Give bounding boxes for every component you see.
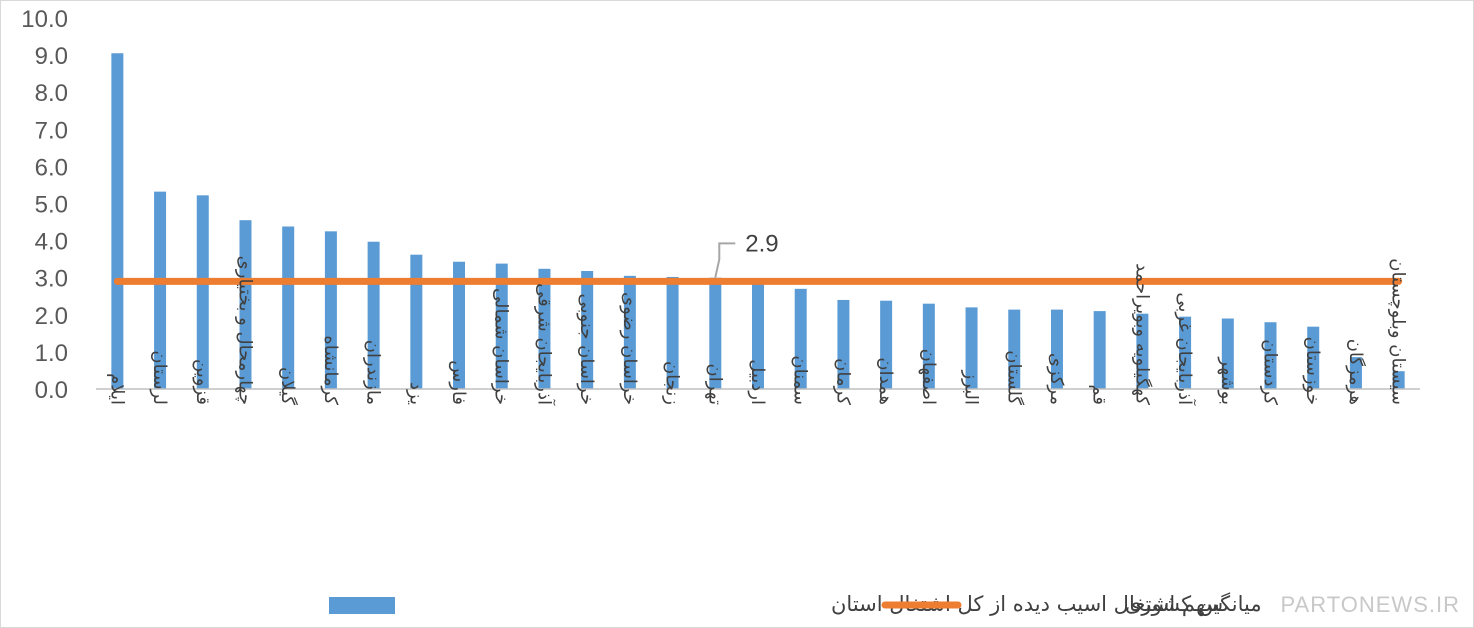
bar	[880, 300, 893, 389]
bar	[1008, 309, 1021, 389]
bar	[453, 261, 466, 389]
bar	[1136, 313, 1149, 389]
bar	[239, 220, 252, 389]
x-tick-label: خوزستان	[1302, 337, 1323, 405]
bar	[666, 276, 679, 389]
x-tick-label: زنجان	[662, 361, 683, 405]
bar	[1349, 357, 1362, 389]
x-tick-label: کردستان	[1260, 339, 1281, 405]
y-axis: 0.0 1.0 2.0 3.0 4.0 5.0 6.0 7.0 8.0 9.0 10.0	[21, 6, 68, 404]
bar	[154, 191, 167, 389]
bar	[794, 288, 807, 389]
x-tick-label: لرستان	[149, 350, 170, 405]
bar	[1392, 371, 1405, 389]
bar	[837, 299, 850, 389]
bar	[538, 268, 551, 389]
watermark: PARTONEWS.IR	[1280, 592, 1460, 617]
bar	[1050, 309, 1063, 389]
y-tick-label: 2.0	[35, 303, 68, 330]
x-tick-label: اردبیل	[747, 359, 768, 405]
bar	[1307, 326, 1320, 389]
bar	[965, 307, 978, 389]
legend-line-label: میانگین کشوری	[1125, 592, 1262, 616]
bar	[111, 53, 124, 390]
bar	[495, 263, 508, 389]
x-tick-label: خراسان رضوی	[619, 292, 640, 405]
bar	[196, 195, 209, 389]
bar	[1179, 316, 1192, 389]
y-tick-label: 6.0	[35, 154, 68, 181]
bar	[709, 277, 722, 389]
x-tick-label: سیستان وبلوچستان	[1388, 258, 1409, 405]
x-tick-label: قزوین	[192, 359, 213, 405]
x-tick-label: سمنان	[790, 355, 811, 405]
y-tick-label: 8.0	[35, 80, 68, 107]
x-tick-label: آذربایجان شرقی	[533, 283, 556, 406]
bar	[282, 226, 295, 389]
y-tick-label: 10.0	[21, 6, 68, 33]
x-tick-label: آذربایجان غربی	[1174, 292, 1197, 406]
y-tick-label: 9.0	[35, 43, 68, 70]
y-tick-label: 0.0	[35, 377, 68, 404]
legend: سهم اشتغال اسیب دیده از کل اشتغال استان …	[329, 592, 1262, 617]
x-tick-label: البرز	[961, 369, 982, 405]
x-tick-label: قم	[1089, 384, 1110, 405]
x-tick-label: خراسان شمالی	[491, 288, 512, 405]
x-tick-label: کهگیلویه وبویراحمد	[1131, 263, 1153, 405]
bar	[1093, 311, 1106, 389]
x-tick-label: بوشهر	[1217, 356, 1238, 405]
bar	[324, 231, 337, 389]
x-tick-label: همدان	[875, 357, 896, 405]
bar	[581, 271, 594, 389]
y-tick-label: 7.0	[35, 117, 68, 144]
x-tick-label: مازندران	[363, 340, 384, 405]
bar	[623, 275, 636, 389]
x-tick-label: کرمان	[832, 358, 853, 405]
y-tick-label: 1.0	[35, 340, 68, 367]
average-annotation: 2.9	[714, 230, 779, 278]
y-tick-label: 4.0	[35, 229, 68, 256]
x-tick-label: کرمانشاه	[320, 335, 341, 405]
x-tick-label: مرکزی	[1046, 353, 1067, 405]
x-tick-label: ایلام	[106, 373, 127, 405]
bar	[922, 303, 935, 389]
y-tick-label: 3.0	[35, 266, 68, 293]
bar	[752, 281, 764, 389]
x-axis-labels: ایلام لرستان قزوین چهارمحال و بختیاری گیلان ک…	[106, 256, 1408, 406]
bar	[1221, 318, 1234, 389]
legend-bar-swatch	[329, 597, 395, 614]
x-tick-label: گلستان	[1003, 350, 1025, 405]
y-tick-label: 5.0	[35, 192, 68, 219]
x-tick-label: چهارمحال و بختیاری	[234, 256, 255, 405]
x-tick-label: فارس	[448, 360, 469, 405]
x-tick-label: یزد	[405, 382, 426, 405]
x-tick-label: گیلان	[277, 367, 299, 405]
x-tick-label: تهران	[704, 364, 725, 405]
bar-series	[111, 53, 1405, 390]
x-tick-label: اصفهان	[918, 349, 939, 405]
annotation-leader-line	[714, 242, 736, 278]
x-tick-label: هرمزگان	[1345, 339, 1367, 405]
bar	[410, 254, 423, 389]
x-tick-label: خراسان جنوبی	[576, 294, 597, 405]
annotation-label: 2.9	[745, 230, 778, 257]
bar	[1264, 322, 1277, 389]
